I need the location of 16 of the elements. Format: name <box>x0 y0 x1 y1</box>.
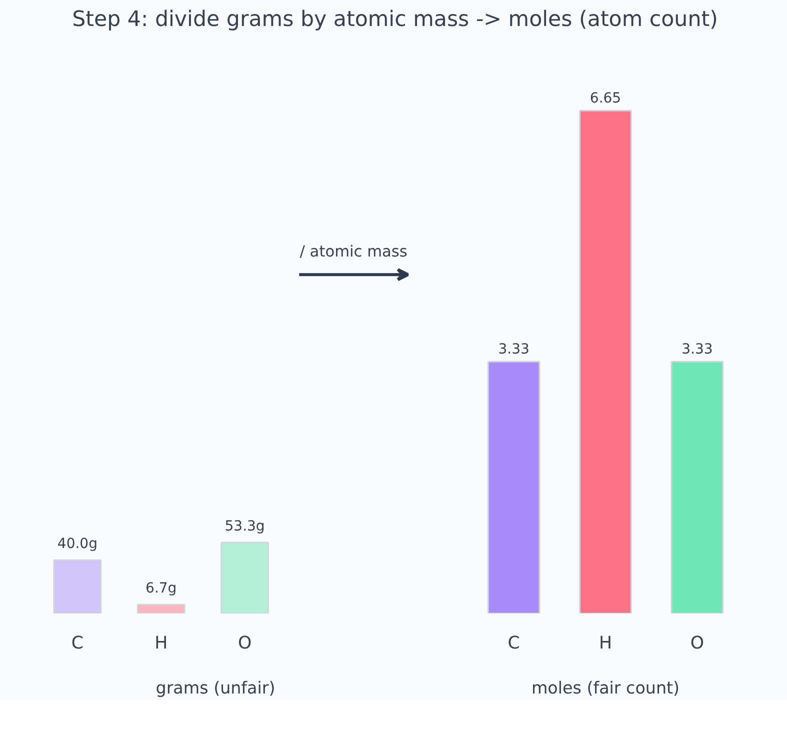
x-tick-label: H <box>598 634 612 654</box>
x-tick-label: O <box>690 634 704 654</box>
x-tick-label: C <box>508 634 520 654</box>
x-tick-label: C <box>71 634 84 654</box>
text: Step 4: divide grams by atomic mass -> moles (atom count) <box>72 6 718 34</box>
data-label: 3.33 <box>682 342 713 358</box>
x-tick-label: H <box>154 634 168 654</box>
x-axis-title: grams (unfair) <box>156 678 276 698</box>
x-tick-label: O <box>238 634 252 654</box>
data-label: 53.3g <box>224 518 265 535</box>
text: / atomic mass <box>300 243 408 262</box>
data-label: 3.33 <box>498 342 530 358</box>
data-label: 40.0g <box>57 536 98 553</box>
data-label: 6.7g <box>146 581 177 598</box>
x-axis-title: moles (fair count) <box>531 678 680 698</box>
data-label: 6.65 <box>590 91 622 108</box>
